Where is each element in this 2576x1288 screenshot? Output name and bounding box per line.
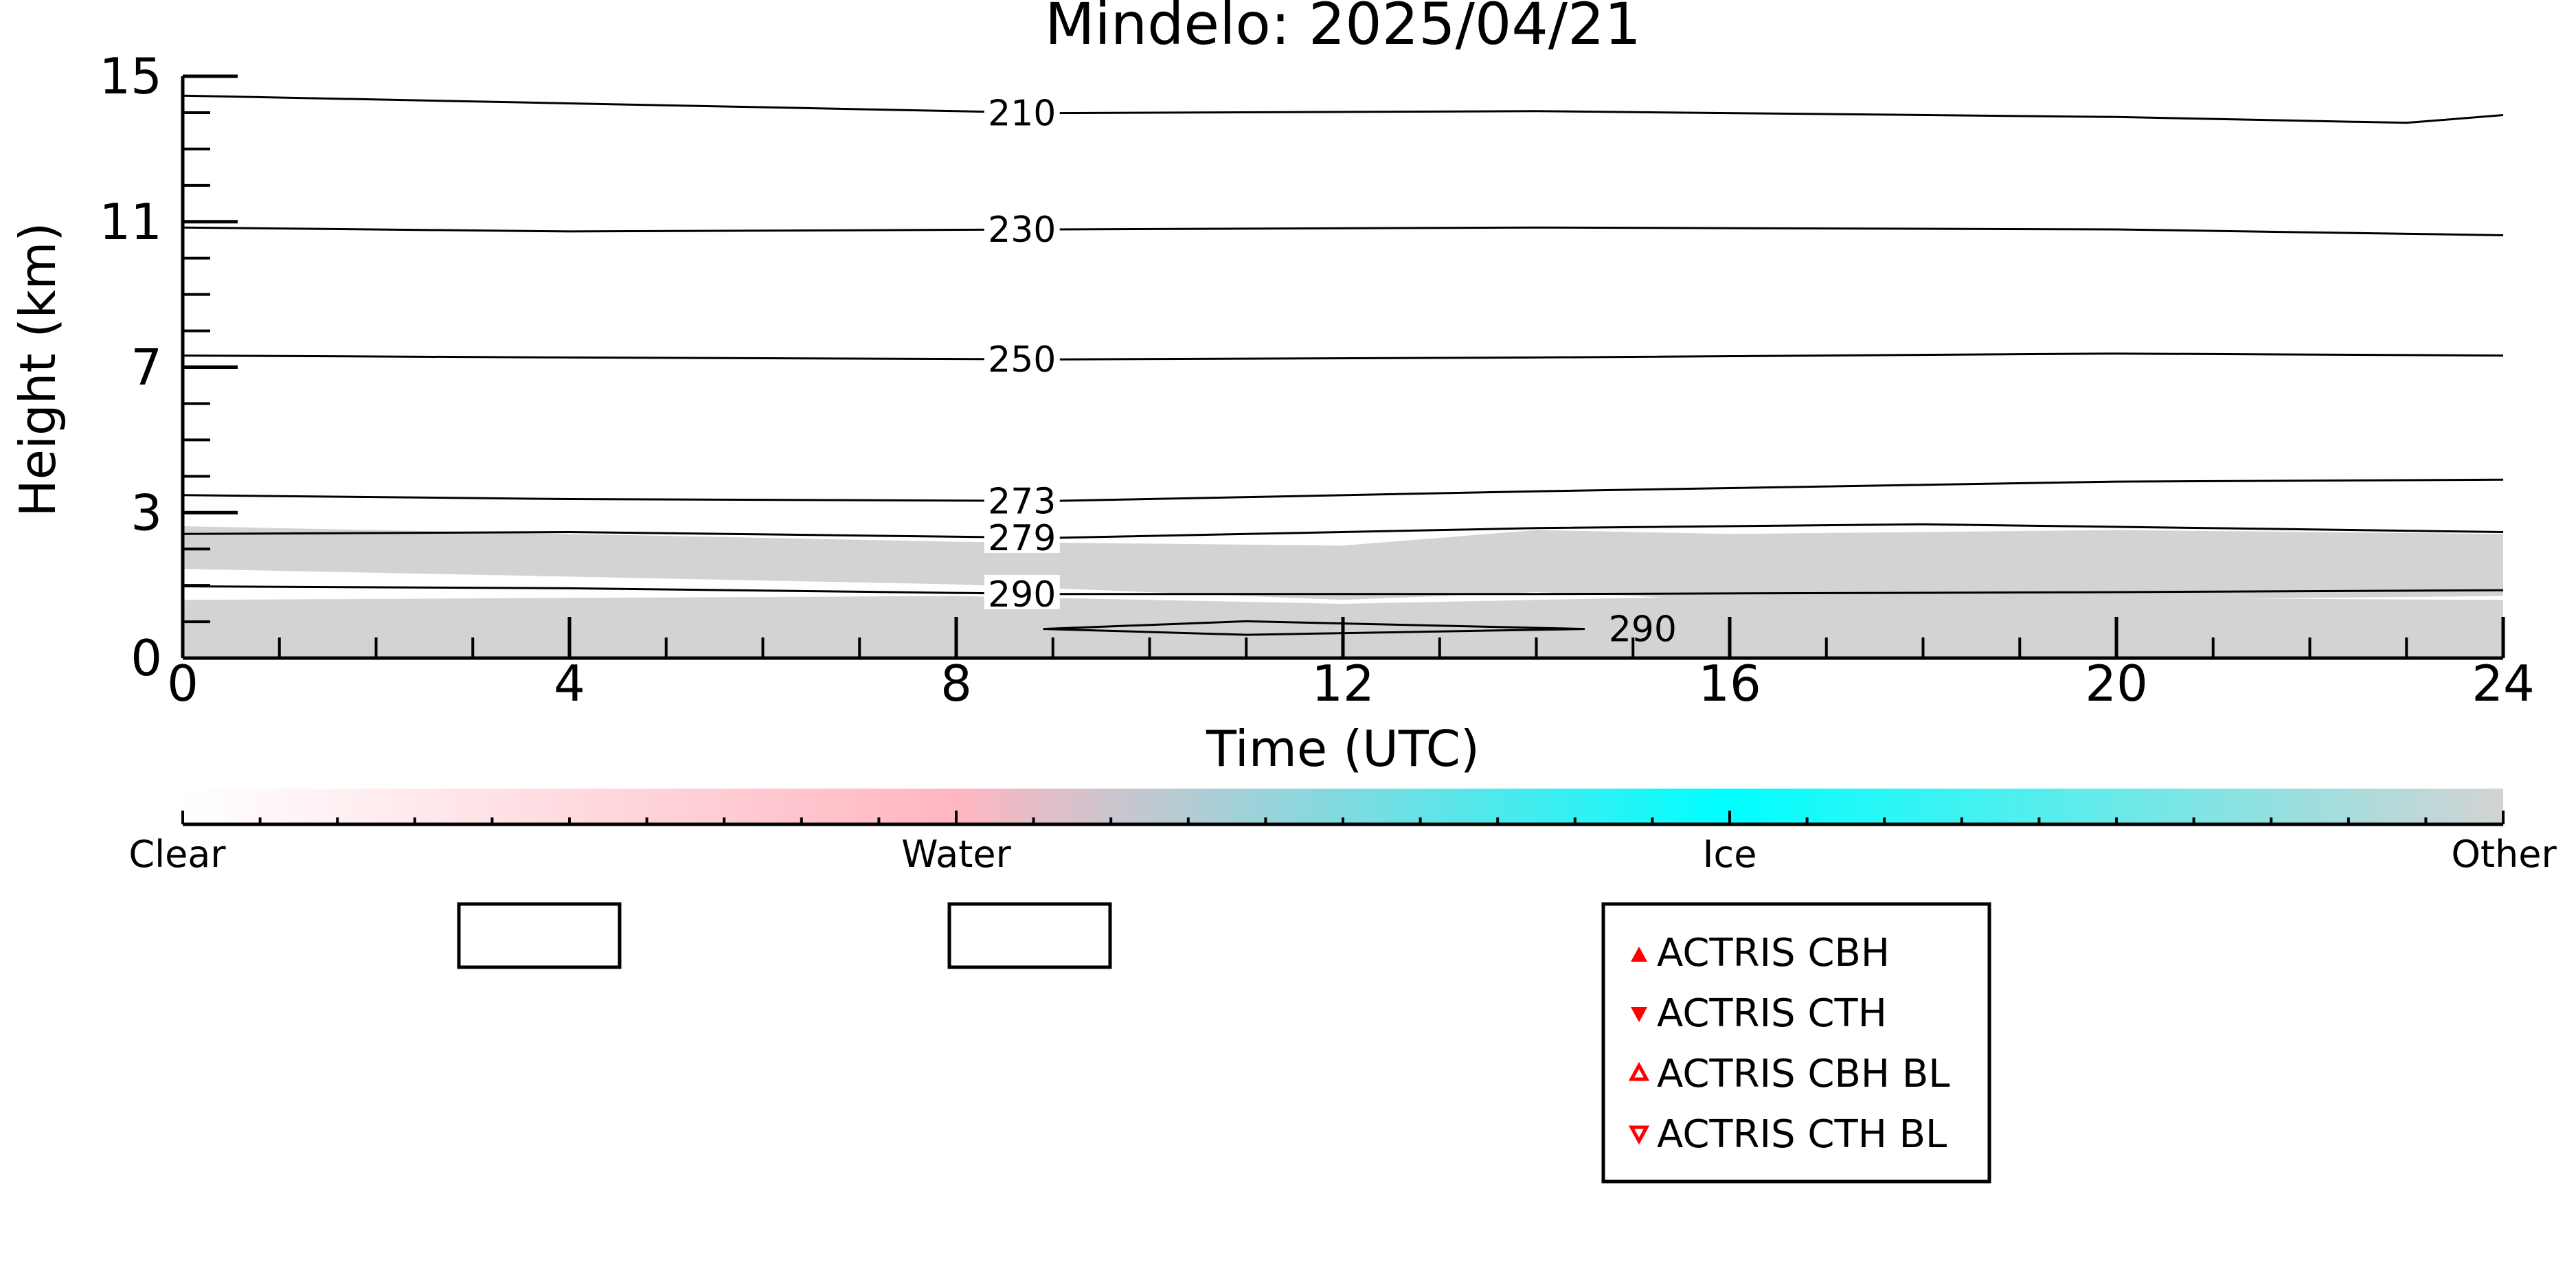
contour-label-bg-5 [984, 574, 1060, 609]
contour-label-279: 279 [988, 518, 1056, 559]
contour-label-bg-2 [984, 340, 1060, 375]
legend-marker-cth-bl [1628, 1125, 1650, 1145]
legend-marker-cbh [1631, 947, 1647, 962]
contour-label-273: 273 [988, 481, 1056, 522]
colorbar: Clear Water Ice Other [128, 789, 2557, 876]
chart-title: Mindelo: 2025/04/21 [1045, 0, 1641, 58]
legend-label-cbh: ACTRIS CBH [1657, 931, 1890, 975]
cloud-layer-1 [183, 526, 2503, 600]
contour-line-210 [182, 94, 2504, 124]
contour-label-290: 290 [988, 574, 1056, 615]
contour-label-bg-4 [984, 518, 1060, 553]
legend-marker-cth [1631, 1007, 1647, 1022]
contour-loop-label: 290 [1609, 609, 1677, 651]
x-tick-label: 0 [167, 655, 199, 712]
contour-label-bg-3 [984, 482, 1060, 517]
x-axis-label: Time (UTC) [1206, 720, 1480, 778]
x-tick-label: 24 [2472, 655, 2535, 712]
y-tick-label: 7 [131, 339, 162, 396]
contour-label-210: 210 [988, 93, 1056, 135]
empty-legend-box-1 [457, 902, 622, 969]
legend: ACTRIS CBH ACTRIS CTH ACTRIS CBH BL ACTR… [1601, 902, 1991, 1184]
y-axis-label: Height (km) [9, 223, 67, 517]
x-tick-label: 12 [1311, 655, 1375, 712]
contour-line-279 [182, 523, 2504, 539]
x-tick-label: 4 [554, 655, 585, 712]
contour-line-273 [182, 478, 2504, 502]
contour-label-250: 250 [988, 339, 1056, 381]
contour-label-bg-0 [984, 93, 1060, 128]
legend-label-cth-bl: ACTRIS CTH BL [1657, 1112, 1947, 1157]
x-tick-label: 16 [1698, 655, 1761, 712]
x-tick-label: 20 [2085, 655, 2148, 712]
contour-line-290 [182, 585, 2504, 596]
legend-label-cbh-bl: ACTRIS CBH BL [1657, 1052, 1950, 1096]
legend-marker-cbh-bl [1628, 1061, 1650, 1081]
y-tick-label: 15 [99, 47, 162, 105]
legend-frame [1601, 902, 1991, 1184]
empty-legend-box-2 [947, 902, 1112, 969]
contour-label-bg-1 [984, 210, 1060, 245]
colorbar-label-other: Other [2451, 833, 2557, 876]
contour-label-230: 230 [988, 210, 1056, 251]
colorbar-label-ice: Ice [1703, 833, 1757, 876]
y-tick-label: 11 [99, 193, 162, 251]
contour-line-250 [182, 352, 2504, 361]
y-tick-label: 3 [131, 484, 162, 541]
colorbar-label-water: Water [901, 833, 1011, 876]
colorbar-ticks [181, 811, 2505, 824]
contour-line-230 [182, 226, 2504, 236]
contour-loop-290 [1043, 620, 1585, 636]
y-tick-label: 0 [131, 629, 162, 687]
colorbar-label-clear: Clear [128, 833, 226, 876]
axes: 0 4 8 12 16 20 24 0 3 7 11 15 [99, 47, 2534, 712]
legend-label-cth: ACTRIS CTH [1657, 991, 1887, 1036]
x-tick-label: 8 [940, 655, 972, 712]
